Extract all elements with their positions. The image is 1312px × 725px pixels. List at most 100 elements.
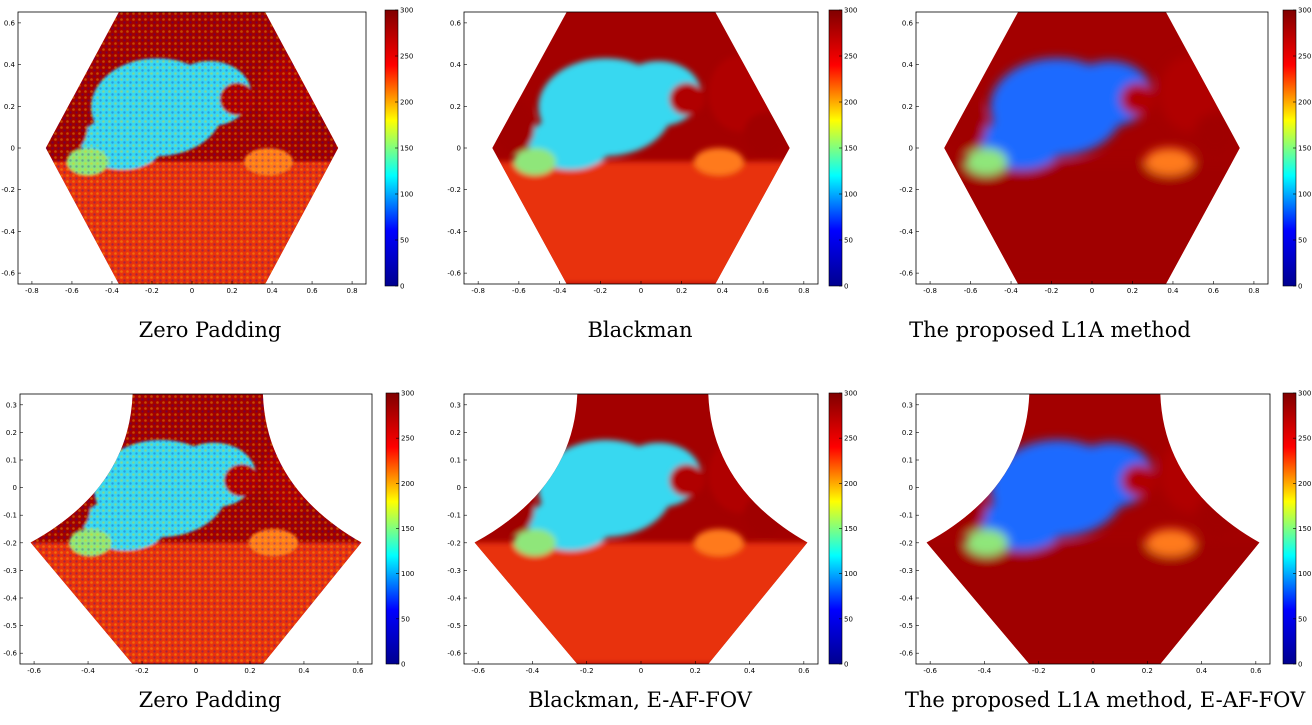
x-tick-label: -0.2 [1032,667,1046,675]
x-tick-label: 0.6 [306,287,318,295]
y-tick-label: -0.4 [1,228,15,236]
caption-zero-padding: Zero Padding [138,318,282,342]
x-tick-label: 0 [194,667,198,675]
x-tick-label: 0.6 [758,287,770,295]
x-tick-label: 0.2 [244,667,255,675]
panel-blackman-eaf: -0.6 -0.4 -0.2 0 0.2 0.4 0.6 0.3 0.2 0.1 0 -0.1 -0.2… [440,383,860,725]
colorbar-tick-label: 100 [844,191,857,199]
colorbar-tick-label: 50 [400,237,409,245]
x-tick-label: 0.8 [347,287,358,295]
caption-zero-padding-eaf: Zero Padding [138,688,282,712]
x-tick-label: 0.4 [266,287,278,295]
caption-blackman-eaf: Blackman, E-AF-FOV [528,688,752,712]
x-tick-label: -0.2 [580,667,594,675]
x-tick-label: -0.6 [512,287,526,295]
colorbar-tick-label: 200 [1298,99,1311,107]
colorbar-tick-label: 100 [401,570,414,578]
caption-blackman: Blackman [587,318,693,342]
image-region [45,12,339,284]
y-tick-label: 0.1 [6,457,17,465]
colorbar-tick-label: 150 [1298,145,1311,153]
y-tick-label: 0.6 [450,19,462,27]
plot-blackman: -0.8 -0.6 -0.4 -0.2 0 0.2 0.4 0.6 0.8 0.6 0.4 0.2 0 -… [447,7,857,296]
y-tick-label: -0.3 [3,567,17,575]
y-tick-label: -0.2 [1,186,15,194]
colorbar-tick-label: 150 [844,525,857,533]
colorbar-tick-label: 250 [400,53,413,61]
image-region [926,394,1260,664]
colorbar-tick-label: 300 [844,390,857,398]
x-tick-label: -0.6 [471,667,485,675]
y-tick-label: -0.1 [3,512,17,520]
panel-zero-padding-eaf: -0.6 -0.4 -0.2 0 0.2 0.4 0.6 0.3 0.2 0.1 0 -0.1 -0.2… [0,383,420,725]
colorbar-tick-label: 0 [844,661,848,669]
image-region [944,12,1240,284]
x-tick-label: 0.2 [226,287,237,295]
colorbar-tick-label: 300 [401,390,414,398]
x-tick-label: -0.2 [135,667,149,675]
colorbar-tick-label: 200 [844,480,857,488]
y-tick-label: 0.4 [450,61,462,69]
colorbar-tick-label: 0 [844,283,848,291]
y-tick-label: 0.3 [450,401,461,409]
y-tick-label: 0.2 [6,429,17,437]
y-tick-label: 0.1 [902,457,913,465]
y-tick-label: 0.2 [4,103,15,111]
colorbar-tick-label: 50 [844,615,853,623]
y-tick-label: -0.6 [447,650,461,658]
colorbar-tick-label: 250 [401,435,414,443]
x-tick-label: 0.4 [298,667,310,675]
y-tick-label: 0 [457,145,461,153]
x-tick-label: -0.8 [25,287,39,295]
x-tick-label: -0.2 [1045,287,1059,295]
y-tick-label: -0.4 [899,228,913,236]
y-tick-label: 0.3 [6,401,17,409]
caption-proposed-l1a-eaf: The proposed L1A method, E-AF-FOV [904,688,1306,712]
plot-zero-padding: -0.8 -0.6 -0.4 -0.2 0 0.2 0.4 0.6 0.8 0.6 0.4 0.2 0 -… [1,7,413,296]
x-tick-label: 0.6 [1208,287,1220,295]
y-tick-label: -0.4 [899,595,913,603]
x-tick-label: -0.4 [553,287,567,295]
colorbar-tick-label: 300 [1298,390,1311,398]
y-tick-label: 0.1 [450,457,461,465]
panel-zero-padding: -0.8 -0.6 -0.4 -0.2 0 0.2 0.4 0.6 0.8 0.6 0.4 0.2 0 -… [0,0,420,360]
x-tick-label: -0.6 [65,287,79,295]
y-tick-label: -0.4 [447,228,461,236]
image-region [30,394,362,664]
y-tick-label: -0.1 [899,512,913,520]
y-tick-label: 0.2 [450,103,461,111]
image-region [492,12,790,284]
colorbar-tick-label: 200 [400,99,413,107]
y-tick-label: -0.5 [899,622,913,630]
x-tick-label: -0.4 [81,667,95,675]
y-tick-label: -0.6 [1,270,15,278]
image-region [474,394,808,664]
y-tick-label: 0.6 [902,19,914,27]
y-tick-label: -0.6 [3,650,17,658]
x-tick-label: -0.4 [1004,287,1018,295]
colorbar-tick-label: 50 [844,237,853,245]
x-tick-label: 0.6 [1250,667,1262,675]
x-tick-label: -0.8 [471,287,485,295]
colorbar-tick-label: 150 [401,525,414,533]
y-tick-label: -0.2 [3,539,17,547]
x-tick-label: 0.2 [676,287,687,295]
colorbar-tick-label: 100 [1298,191,1311,199]
x-tick-label: 0.4 [717,287,729,295]
x-tick-label: 0 [190,287,194,295]
x-tick-label: -0.6 [964,287,978,295]
x-tick-label: 0 [639,287,643,295]
y-tick-label: -0.1 [447,512,461,520]
colorbar-tick-label: 250 [844,53,857,61]
x-tick-label: 0.4 [1196,667,1208,675]
y-tick-label: -0.6 [447,270,461,278]
panel-blackman: -0.8 -0.6 -0.4 -0.2 0 0.2 0.4 0.6 0.8 0.6 0.4 0.2 0 -… [440,0,860,360]
x-tick-label: 0 [639,667,643,675]
colorbar-tick-label: 300 [1298,7,1311,15]
y-tick-label: -0.5 [3,622,17,630]
colorbar-tick-label: 150 [400,145,413,153]
y-tick-label: -0.5 [447,622,461,630]
x-tick-label: -0.4 [978,667,992,675]
panel-proposed-l1a: -0.8 -0.6 -0.4 -0.2 0 0.2 0.4 0.6 0.8 0.6 0.4 0.2 0 -… [890,0,1312,360]
y-tick-label: -0.3 [899,567,913,575]
